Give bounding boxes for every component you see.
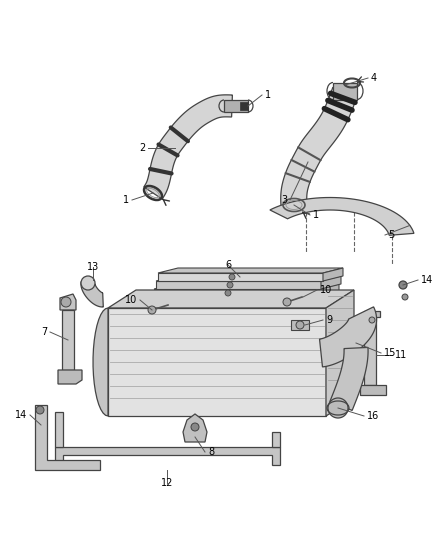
Text: 9: 9 [326,315,332,325]
Circle shape [402,294,408,300]
Text: 13: 13 [87,262,99,272]
Text: 16: 16 [367,411,379,421]
Polygon shape [156,281,321,289]
Text: 11: 11 [395,350,407,360]
Polygon shape [330,348,368,410]
Polygon shape [272,432,280,447]
Polygon shape [240,102,248,110]
Circle shape [148,306,156,314]
Polygon shape [144,95,233,199]
Text: 7: 7 [41,327,47,337]
Text: 1: 1 [265,90,271,100]
Circle shape [229,274,235,280]
Text: 10: 10 [125,295,137,305]
Circle shape [36,406,44,414]
Text: 2: 2 [139,143,145,153]
Polygon shape [364,311,380,325]
Circle shape [227,282,233,288]
Polygon shape [281,87,357,206]
Polygon shape [321,276,341,289]
Text: 10: 10 [320,285,332,295]
Circle shape [283,298,291,306]
Polygon shape [62,310,74,370]
Circle shape [296,321,304,329]
Text: 12: 12 [161,478,173,488]
Polygon shape [364,325,376,385]
Text: 15: 15 [384,348,396,358]
Polygon shape [291,320,309,330]
Polygon shape [108,290,354,308]
Polygon shape [326,290,354,416]
Polygon shape [60,294,76,310]
Polygon shape [108,308,326,416]
Circle shape [225,290,231,296]
Text: 14: 14 [15,410,27,420]
Polygon shape [158,273,323,281]
Circle shape [191,423,199,431]
Polygon shape [183,414,207,442]
Polygon shape [224,100,248,112]
Polygon shape [320,307,377,367]
Polygon shape [81,282,103,307]
Polygon shape [58,370,82,384]
Polygon shape [158,268,343,273]
Text: 3: 3 [281,195,287,205]
Polygon shape [156,276,341,281]
Polygon shape [323,268,343,281]
Text: 5: 5 [388,230,394,240]
Text: 1: 1 [313,210,319,220]
Polygon shape [35,405,100,470]
Polygon shape [93,308,108,416]
Circle shape [81,276,95,290]
Polygon shape [154,284,339,289]
Text: 1: 1 [123,195,129,205]
Polygon shape [319,284,339,297]
Polygon shape [154,289,319,297]
Circle shape [399,281,407,289]
Circle shape [369,317,375,323]
Polygon shape [360,385,386,395]
Circle shape [328,398,348,418]
Polygon shape [270,198,414,235]
Text: 8: 8 [208,447,214,457]
Circle shape [61,297,71,307]
Polygon shape [55,447,280,465]
Polygon shape [333,83,357,100]
Text: 4: 4 [371,73,377,83]
Text: 14: 14 [421,275,433,285]
Polygon shape [55,412,63,447]
Text: 6: 6 [225,260,231,270]
